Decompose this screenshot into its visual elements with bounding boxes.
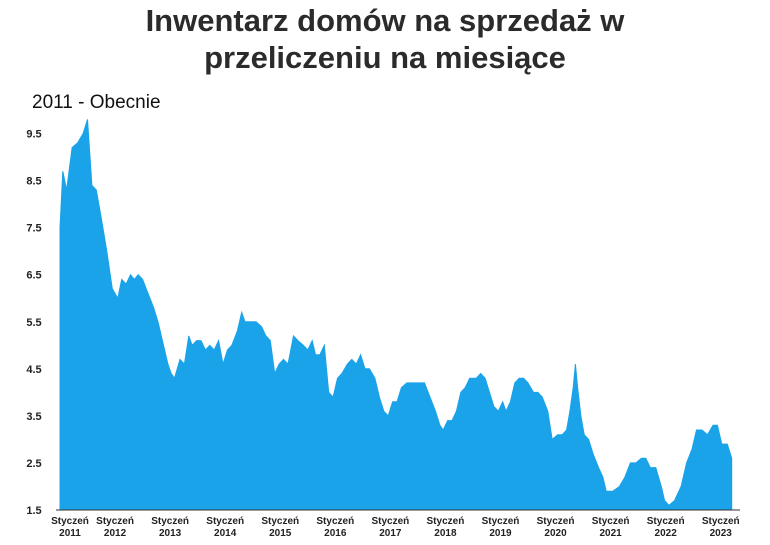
chart-title-line-1: Inwentarz domów na sprzedaż w <box>145 3 625 38</box>
chart-subtitle: 2011 - Obecnie <box>32 92 161 113</box>
x-tick-labels: Styczeń 2011 Styczeń 2012 Styczeń 2013 Styczeń… <box>51 516 740 539</box>
x-tick-label: Styczeń 2015 <box>261 516 299 539</box>
y-tick-label: 2.5 <box>26 458 41 470</box>
x-tick-label: Styczeń 2021 <box>592 516 630 539</box>
y-tick-label: 3.5 <box>26 411 41 423</box>
x-tick-label: Styczeń 2018 <box>427 516 465 539</box>
inventory-area <box>59 119 733 511</box>
y-tick-label: 4.5 <box>26 364 41 376</box>
x-tick-label: Styczeń 2019 <box>482 516 520 539</box>
y-tick-label: 5.5 <box>26 317 41 329</box>
y-tick-label: 7.5 <box>26 223 41 235</box>
y-tick-label: 8.5 <box>26 176 41 188</box>
x-tick-label: Styczeń 2022 <box>647 516 685 539</box>
x-tick-label: Styczeń 2012 <box>96 516 134 539</box>
y-tick-labels: 1.5 2.5 3.5 4.5 5.5 6.5 7.5 8.5 9.5 <box>26 129 41 517</box>
x-tick-label: Styczeń 2017 <box>371 516 409 539</box>
chart-title: Inwentarz domów na sprzedaż w przeliczen… <box>0 2 770 76</box>
y-tick-label: 6.5 <box>26 270 41 282</box>
chart-title-line-2: przeliczeniu na miesiące <box>204 40 566 75</box>
x-tick-label: Styczeń 2016 <box>316 516 354 539</box>
x-tick-label: Styczeń 2023 <box>702 516 740 539</box>
x-tick-label: Styczeń 2011 <box>51 516 89 539</box>
y-tick-label: 1.5 <box>26 505 41 517</box>
x-tick-label: Styczeń 2014 <box>206 516 244 539</box>
y-tick-label: 9.5 <box>26 129 41 141</box>
x-tick-label: Styczeń 2020 <box>537 516 575 539</box>
x-tick-label: Styczeń 2013 <box>151 516 189 539</box>
area-layer <box>59 119 733 511</box>
